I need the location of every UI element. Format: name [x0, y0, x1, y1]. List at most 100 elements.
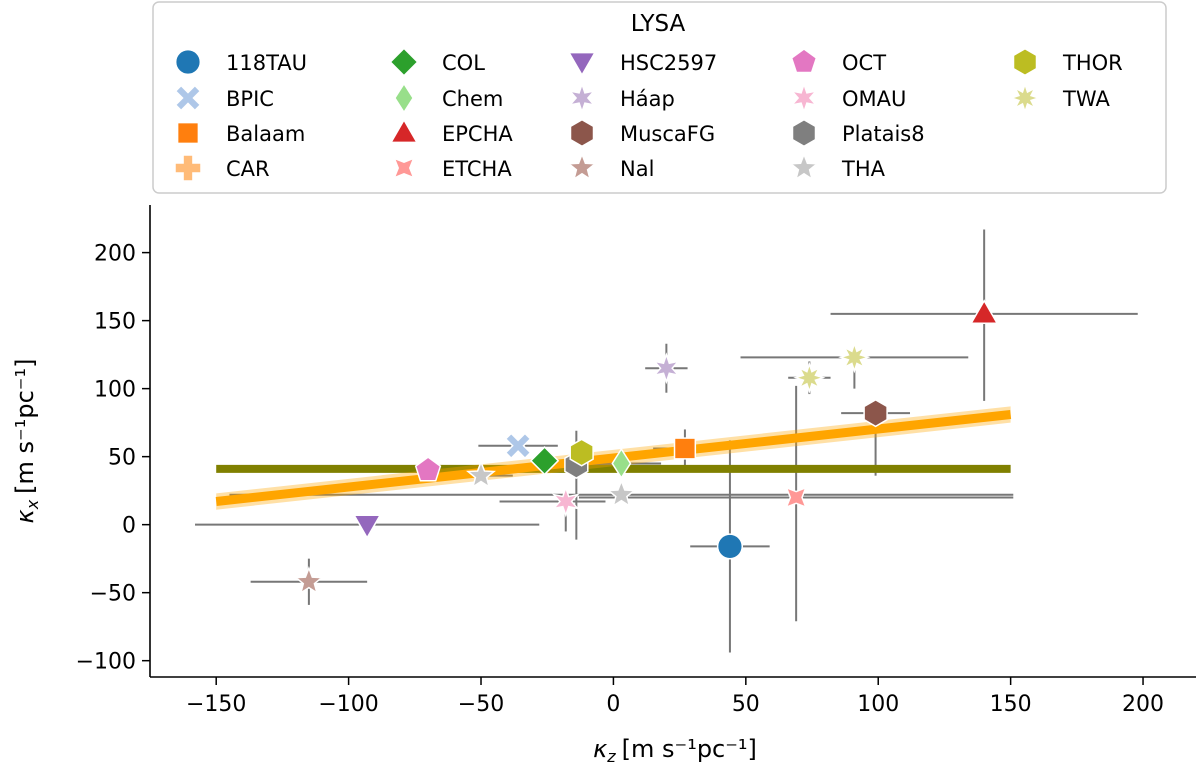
legend-item-chem: Chem — [394, 82, 503, 114]
legend-marker-hsc2597 — [567, 51, 597, 77]
legend-marker-haap — [568, 81, 596, 115]
y-tick-label: 0 — [122, 514, 136, 539]
legend-label: Platais8 — [842, 122, 925, 146]
x-tick-label: −50 — [458, 692, 504, 717]
legend-item-col: COL — [389, 47, 485, 77]
x-ticks: −150 −100 −50 0 50 100 150 200 — [186, 677, 1164, 717]
legend-item-nal: Nal — [567, 152, 654, 181]
legend-label: EPCHA — [442, 122, 513, 146]
legend-label: Háap — [620, 87, 675, 111]
legend-marker-thor — [1012, 47, 1038, 77]
legend-marker-chem — [394, 82, 414, 114]
legend-item-hsc2597: HSC2597 — [567, 51, 717, 77]
point-epcha-6 — [969, 299, 999, 324]
line-linear-fit — [215, 406, 1012, 510]
y-tick-label: 100 — [94, 378, 136, 403]
x-tick-label: 200 — [1122, 692, 1164, 717]
legend-label: MuscaFG — [620, 122, 715, 146]
point-muscafg-10 — [863, 399, 888, 428]
point-balaam-2 — [673, 437, 697, 460]
y-tick-label: 200 — [94, 242, 136, 267]
point-col-4 — [529, 446, 560, 476]
y-tick-label: 150 — [94, 310, 136, 335]
legend-item-omau: OMAU — [790, 81, 906, 115]
legend-label: HSC2597 — [620, 51, 717, 75]
legend-marker-118tau — [174, 48, 202, 76]
plot-area — [195, 229, 1138, 653]
x-tick-label: 100 — [857, 692, 899, 717]
legend-label: OMAU — [842, 87, 906, 111]
point-bpic-1 — [504, 432, 532, 460]
legend-label: Nal — [620, 157, 654, 181]
legend-item-platais8: Platais8 — [791, 118, 925, 148]
line-core — [215, 410, 1012, 507]
legend-label: Chem — [442, 87, 503, 111]
legend-label: TWA — [1062, 87, 1110, 111]
legend-label: COL — [442, 51, 485, 75]
legend-item-muscafg: MuscaFG — [569, 118, 715, 148]
x-tick-label: 0 — [606, 692, 620, 717]
legend-marker-etcha — [392, 156, 416, 180]
point-haap-9 — [652, 352, 681, 385]
legend-item-epcha: EPCHA — [389, 118, 513, 146]
legend-marker-epcha — [389, 118, 419, 144]
point-etcha-7 — [785, 486, 808, 509]
point-thor-17 — [569, 438, 594, 467]
legend-item-twa: TWA — [1008, 81, 1110, 115]
legend-label: THOR — [1062, 51, 1123, 75]
legend-items: 118TAU BPIC Balaam CAR COL Chem EPCHA ETCHA HSC2… — [174, 47, 1123, 182]
y-tick-label: 50 — [108, 446, 136, 471]
point-hsc2597-8 — [352, 514, 382, 540]
legend-label: THA — [841, 157, 886, 181]
x-tick-label: 50 — [732, 692, 760, 717]
legend-item-car: CAR — [174, 154, 270, 182]
legend-marker-balaam — [176, 121, 200, 145]
legend-item-haap: Háap — [568, 81, 675, 115]
legend-item-118tau: 118TAU — [174, 48, 307, 76]
point-oct-12 — [414, 456, 442, 482]
point-tha-15 — [606, 479, 637, 508]
legend-marker-oct — [790, 48, 818, 74]
legend-item-bpic: BPIC — [174, 84, 274, 112]
legend-item-tha: THA — [789, 152, 886, 181]
legend-marker-car — [174, 154, 202, 182]
legend-label: Balaam — [226, 122, 305, 146]
y-tick-label: −50 — [90, 582, 136, 607]
x-axis-label: κz [m s⁻¹pc⁻¹] — [593, 735, 757, 766]
legend-marker-muscafg — [569, 118, 595, 148]
legend-item-oct: OCT — [790, 48, 886, 75]
legend-marker-platais8 — [791, 118, 817, 148]
legend-label: ETCHA — [442, 157, 512, 181]
legend-label: 118TAU — [226, 51, 307, 75]
legend-label: CAR — [226, 157, 270, 181]
x-tick-label: −100 — [318, 692, 378, 717]
axes: −150 −100 −50 0 50 100 150 200 −100 −50 0 50 100 150… — [11, 205, 1196, 766]
point-118tau-0 — [716, 533, 744, 560]
legend-label: BPIC — [226, 87, 274, 111]
x-tick-label: 150 — [990, 692, 1032, 717]
legend-title: LYSA — [631, 11, 686, 37]
legend-item-balaam: Balaam — [176, 121, 305, 146]
legend-item-thor: THOR — [1012, 47, 1123, 77]
point-twa-19 — [793, 361, 826, 394]
point-tha-16 — [466, 459, 496, 489]
point-chem-5 — [611, 447, 632, 480]
legend-label: OCT — [842, 51, 886, 75]
legend-marker-nal — [567, 152, 597, 181]
x-tick-label: −150 — [186, 692, 246, 717]
legend-item-etcha: ETCHA — [392, 156, 512, 181]
legend: LYSA 118TAU BPIC Balaam CAR COL Chem EPCHA ETCH… — [152, 1, 1167, 194]
y-tick-label: −100 — [76, 650, 136, 675]
legend-marker-omau — [790, 81, 818, 115]
point-twa-18 — [838, 341, 871, 374]
legend-marker-bpic — [174, 84, 202, 112]
legend-marker-tha — [789, 152, 819, 181]
errorbar-omau-13 — [499, 500, 606, 532]
y-axis-label: κx[m s⁻¹pc⁻¹] — [11, 359, 42, 524]
y-ticks: −100 −50 0 50 100 150 200 — [76, 242, 150, 675]
legend-marker-twa — [1008, 81, 1042, 115]
point-nal-11 — [293, 566, 324, 595]
legend-marker-col — [389, 47, 419, 77]
point-omau-13 — [551, 485, 580, 518]
